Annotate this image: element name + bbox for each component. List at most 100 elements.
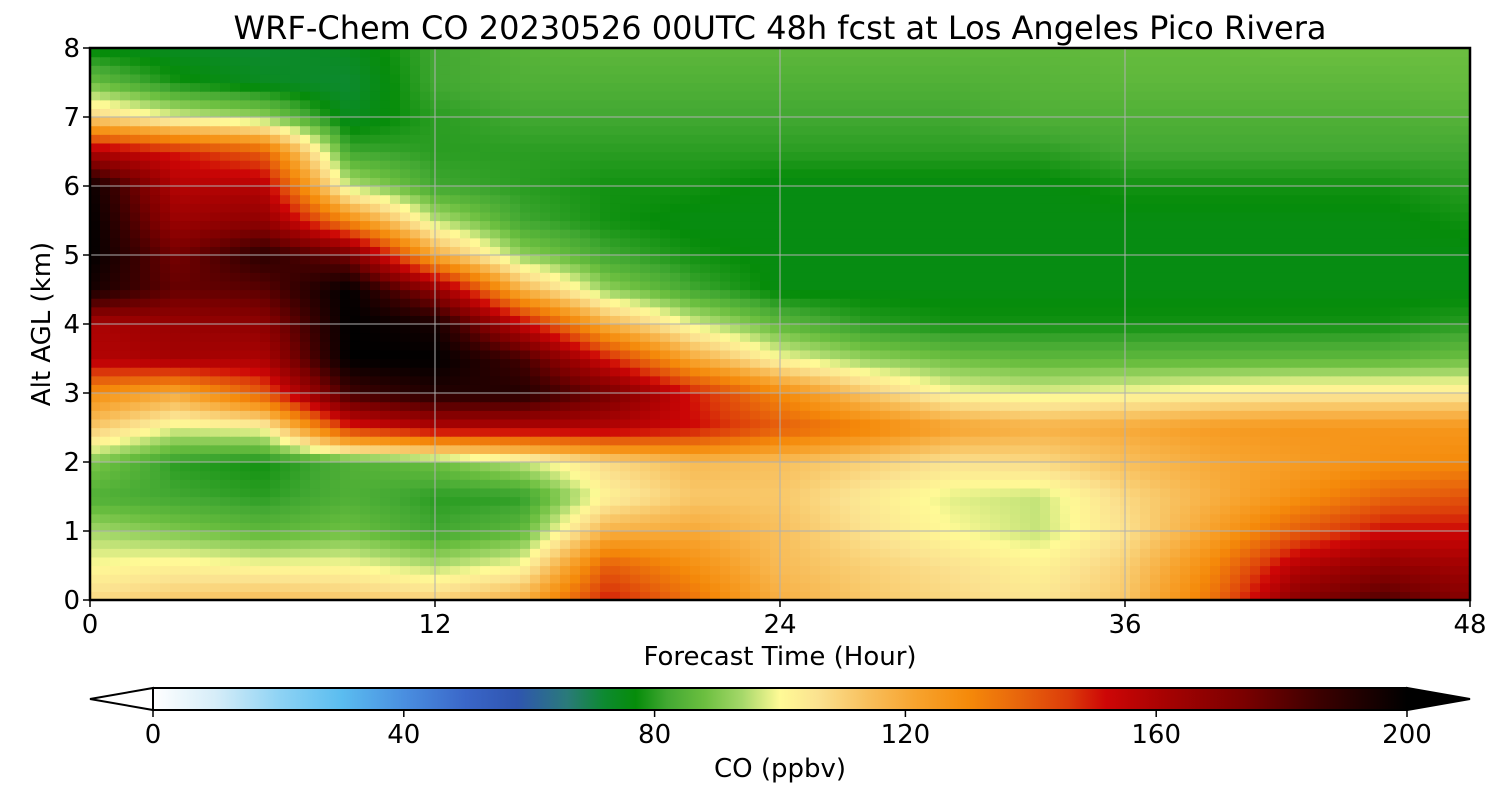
heatmap-cell (280, 349, 291, 360)
heatmap-cell (530, 427, 541, 437)
heatmap-cell (350, 470, 361, 480)
heatmap-cell (170, 427, 181, 437)
heatmap-cell (580, 462, 591, 472)
heatmap-cell (1000, 513, 1011, 523)
heatmap-cell (480, 427, 491, 437)
heatmap-cell (340, 358, 351, 368)
heatmap-cell (400, 298, 411, 308)
heatmap-cell (1340, 574, 1351, 584)
heatmap-cell (960, 453, 971, 463)
heatmap-cell (360, 401, 371, 411)
heatmap-cell (890, 324, 901, 334)
heatmap-cell (360, 444, 371, 454)
heatmap-cell (290, 436, 301, 446)
heatmap-cell (920, 418, 931, 429)
heatmap-cell (720, 401, 731, 411)
heatmap-cell (910, 539, 921, 549)
heatmap-cell (1220, 444, 1231, 454)
heatmap-cell (1300, 324, 1311, 334)
heatmap-cell (390, 324, 401, 334)
heatmap-cell (840, 401, 851, 411)
heatmap-cell (910, 462, 921, 472)
heatmap-cell (1360, 565, 1371, 575)
heatmap-cell (270, 418, 281, 429)
heatmap-cell (1060, 505, 1071, 515)
heatmap-cell (410, 418, 421, 429)
heatmap-cell (1430, 306, 1441, 316)
heatmap-cell (280, 496, 291, 506)
heatmap-cell (1350, 565, 1361, 575)
heatmap-cell (1080, 418, 1091, 429)
heatmap-cell (1340, 565, 1351, 575)
heatmap-cell (1400, 470, 1411, 480)
heatmap-cell (1210, 375, 1221, 385)
heatmap-cell (830, 384, 841, 394)
heatmap-cell (890, 539, 901, 549)
heatmap-cell (120, 487, 131, 498)
heatmap-cell (1430, 548, 1441, 558)
heatmap-cell (1180, 375, 1191, 385)
heatmap-cell (560, 479, 571, 489)
heatmap-cell (200, 522, 211, 532)
heatmap-cell (1160, 582, 1171, 592)
heatmap-cell (250, 341, 261, 351)
heatmap-cell (890, 582, 901, 592)
heatmap-cell (920, 582, 931, 592)
heatmap-cell (1330, 393, 1341, 403)
heatmap-cell (1220, 332, 1231, 342)
heatmap-cell (1160, 289, 1171, 299)
heatmap-cell (1230, 358, 1241, 368)
heatmap-cell (290, 375, 301, 385)
heatmap-cell (570, 496, 581, 506)
heatmap-cell (440, 332, 451, 342)
heatmap-cell (140, 582, 151, 592)
heatmap-cell (370, 384, 381, 394)
heatmap-cell (1400, 591, 1411, 601)
heatmap-cell (450, 436, 461, 446)
heatmap-cell (900, 315, 911, 325)
heatmap-cell (810, 548, 821, 558)
heatmap-cell (610, 384, 621, 394)
heatmap-cell (260, 358, 271, 368)
heatmap-cell (1310, 289, 1321, 299)
heatmap-cell (830, 349, 841, 360)
heatmap-cell (350, 280, 361, 291)
heatmap-cell (770, 565, 781, 575)
heatmap-cell (1380, 539, 1391, 549)
heatmap-cell (510, 582, 521, 592)
heatmap-cell (1250, 582, 1261, 592)
heatmap-cell (1160, 427, 1171, 437)
heatmap-cell (940, 427, 951, 437)
heatmap-cell (910, 591, 921, 601)
heatmap-cell (860, 487, 871, 498)
heatmap-cell (1130, 367, 1141, 377)
heatmap-cell (670, 556, 681, 567)
heatmap-cell (810, 349, 821, 360)
heatmap-cell (1240, 418, 1251, 429)
heatmap-cell (1010, 332, 1021, 342)
heatmap-cell (1230, 522, 1241, 532)
heatmap-cell (1190, 462, 1201, 472)
heatmap-cell (750, 548, 761, 558)
heatmap-cell (1190, 324, 1201, 334)
heatmap-cell (710, 315, 721, 325)
heatmap-cell (1280, 341, 1291, 351)
heatmap-cell (1460, 470, 1471, 480)
heatmap-cell (1390, 496, 1401, 506)
heatmap-cell (1200, 298, 1211, 308)
heatmap-cell (760, 436, 771, 446)
heatmap-cell (1430, 565, 1441, 575)
heatmap-cell (90, 444, 101, 454)
heatmap-cell (710, 505, 721, 515)
heatmap-cell (1310, 505, 1321, 515)
heatmap-cell (380, 565, 391, 575)
heatmap-cell (1250, 332, 1261, 342)
heatmap-cell (1250, 436, 1261, 446)
heatmap-cell (420, 565, 431, 575)
heatmap-cell (610, 487, 621, 498)
heatmap-cell (150, 513, 161, 523)
heatmap-cell (370, 298, 381, 308)
heatmap-cell (1270, 453, 1281, 463)
heatmap-cell (1080, 436, 1091, 446)
heatmap-cell (240, 289, 251, 299)
